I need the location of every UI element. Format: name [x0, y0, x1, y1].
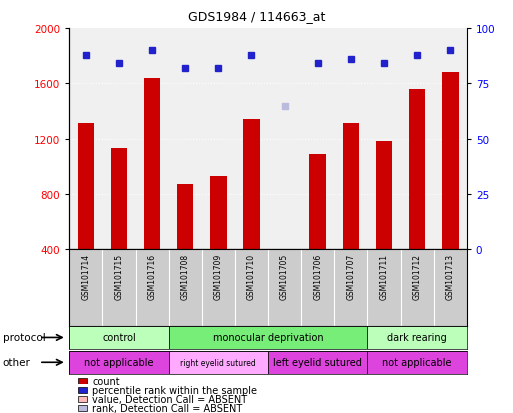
- Text: GSM101707: GSM101707: [346, 253, 356, 299]
- Text: percentile rank within the sample: percentile rank within the sample: [92, 385, 258, 395]
- Bar: [367, 326, 467, 349]
- Text: dark rearing: dark rearing: [387, 332, 447, 343]
- Bar: [177, 185, 193, 250]
- Text: control: control: [102, 332, 136, 343]
- Bar: [111, 149, 127, 250]
- Bar: [309, 154, 326, 250]
- Bar: [78, 378, 87, 384]
- Text: count: count: [92, 376, 120, 386]
- Text: GSM101710: GSM101710: [247, 253, 256, 299]
- Text: GSM101715: GSM101715: [114, 253, 124, 299]
- Bar: [243, 120, 260, 250]
- Text: GSM101711: GSM101711: [380, 253, 388, 299]
- Bar: [78, 387, 87, 393]
- Text: not applicable: not applicable: [84, 357, 154, 368]
- Text: GSM101709: GSM101709: [214, 253, 223, 299]
- Bar: [268, 351, 367, 374]
- Bar: [78, 396, 87, 402]
- Bar: [78, 405, 87, 411]
- Text: GSM101705: GSM101705: [280, 253, 289, 299]
- Text: value, Detection Call = ABSENT: value, Detection Call = ABSENT: [92, 394, 247, 404]
- Text: right eyelid sutured: right eyelid sutured: [181, 358, 256, 367]
- Bar: [69, 351, 169, 374]
- Text: GSM101714: GSM101714: [82, 253, 90, 299]
- Bar: [169, 326, 367, 349]
- Text: not applicable: not applicable: [382, 357, 452, 368]
- Bar: [343, 124, 359, 250]
- Text: monocular deprivation: monocular deprivation: [213, 332, 323, 343]
- Text: GDS1984 / 114663_at: GDS1984 / 114663_at: [188, 10, 325, 23]
- Bar: [367, 351, 467, 374]
- Text: GSM101708: GSM101708: [181, 253, 190, 299]
- Bar: [169, 351, 268, 374]
- Text: GSM101706: GSM101706: [313, 253, 322, 299]
- Bar: [77, 124, 94, 250]
- Bar: [144, 78, 161, 250]
- Text: other: other: [3, 357, 30, 368]
- Bar: [210, 177, 227, 250]
- Bar: [69, 326, 169, 349]
- Text: left eyelid sutured: left eyelid sutured: [273, 357, 362, 368]
- Bar: [376, 142, 392, 250]
- Text: GSM101716: GSM101716: [148, 253, 156, 299]
- Bar: [409, 90, 425, 250]
- Text: GSM101713: GSM101713: [446, 253, 455, 299]
- Bar: [442, 73, 459, 250]
- Text: protocol: protocol: [3, 332, 45, 343]
- Text: rank, Detection Call = ABSENT: rank, Detection Call = ABSENT: [92, 404, 243, 413]
- Text: GSM101712: GSM101712: [412, 253, 422, 299]
